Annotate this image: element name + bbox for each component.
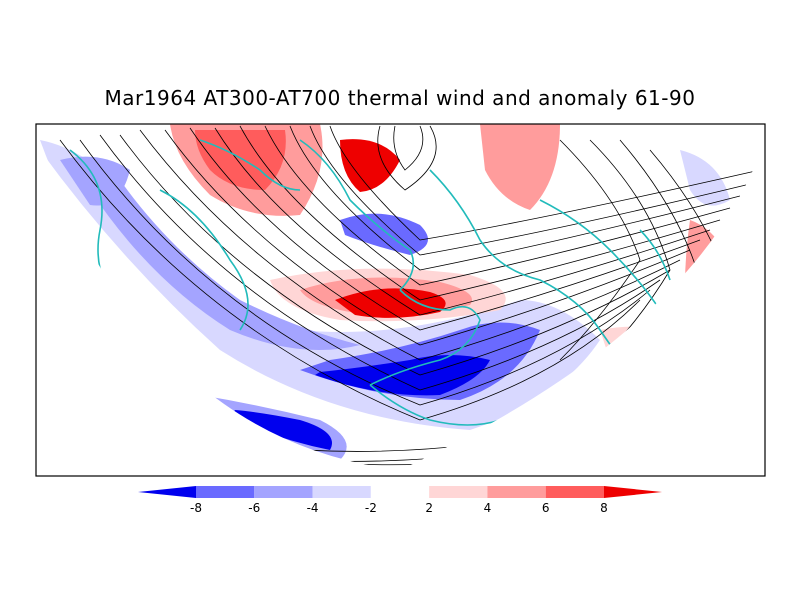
colorbar-label: -6	[248, 501, 260, 515]
colorbar-cell	[312, 486, 371, 498]
colorbar-cell	[370, 486, 430, 498]
colorbar-label: 6	[542, 501, 550, 515]
colorbar-label: 4	[484, 501, 492, 515]
colorbar-label: -2	[365, 501, 377, 515]
colorbar-cell-low	[138, 486, 196, 498]
colorbar-cell	[254, 486, 313, 498]
colorbar-cell	[429, 486, 488, 498]
colorbar-label: -8	[190, 501, 202, 515]
colorbar-label: 8	[600, 501, 608, 515]
colorbar-cell	[196, 486, 255, 498]
colorbar-label: -4	[307, 501, 319, 515]
colorbar-cell-high	[604, 486, 662, 498]
colorbar-cell	[487, 486, 546, 498]
map-title: Mar1964 AT300-AT700 thermal wind and ano…	[104, 86, 696, 110]
colorbar-label: 2	[425, 501, 433, 515]
colorbar-cell	[545, 486, 604, 498]
map-frame	[35, 123, 766, 477]
